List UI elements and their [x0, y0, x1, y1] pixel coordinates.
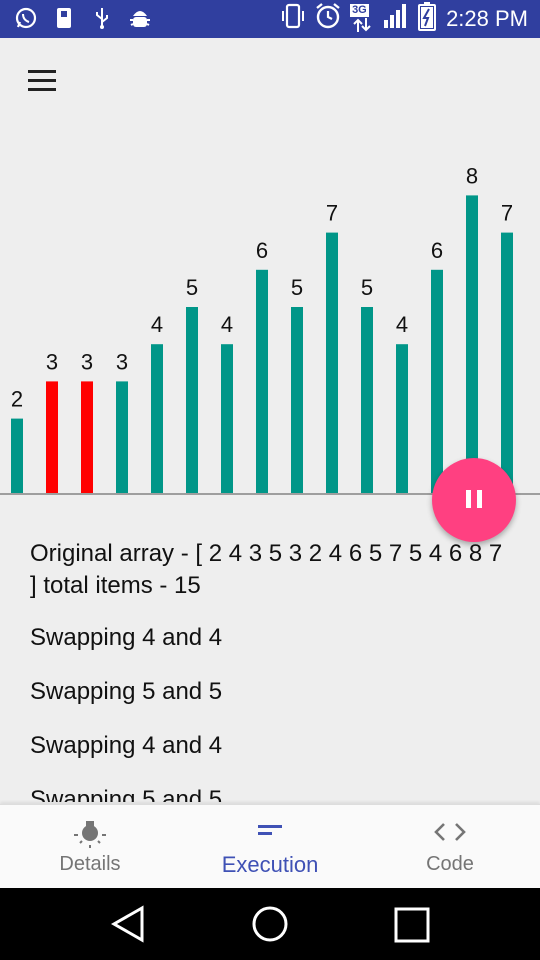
code-brackets-icon	[360, 819, 540, 847]
tab-details[interactable]: Details	[0, 805, 180, 889]
usb-icon	[90, 6, 114, 30]
pause-icon	[466, 490, 471, 508]
chart-bar	[396, 344, 408, 493]
vibrate-icon	[280, 2, 306, 36]
menu-line	[28, 79, 56, 82]
chart-bar	[326, 232, 338, 493]
tab-label: Execution	[221, 852, 319, 877]
menu-icon[interactable]	[20, 60, 62, 102]
pause-button[interactable]	[432, 458, 516, 542]
whatsapp-icon	[14, 6, 38, 30]
bar-value-label: 4	[221, 312, 233, 337]
log-line: Swapping 5 and 5	[30, 678, 223, 705]
bar-value-label: 3	[46, 349, 58, 374]
tab-label: Code	[426, 853, 474, 875]
execution-lines-icon	[180, 819, 360, 847]
tab-code[interactable]: Code	[360, 805, 540, 889]
original-array-text: Original array - [ 2 4 3 5 3 2 4 6 5 7 5…	[30, 540, 503, 599]
bottom-navigation: Details Execution Code	[0, 804, 540, 889]
tab-execution[interactable]: Execution	[180, 805, 360, 889]
chart-bar	[466, 195, 478, 493]
bar-value-label: 8	[466, 163, 478, 188]
recents-icon[interactable]	[392, 905, 432, 945]
bar-value-label: 3	[116, 349, 128, 374]
chart-bar	[221, 344, 233, 493]
android-debug-icon	[128, 6, 152, 30]
bar-value-label: 4	[396, 312, 408, 337]
clock: 2:28 PM	[446, 6, 528, 31]
log-line: Swapping 4 and 4	[30, 732, 223, 759]
bar-value-label: 6	[431, 238, 443, 263]
network-type: 3G	[350, 4, 369, 17]
signal-icon	[382, 2, 410, 36]
tab-label: Details	[59, 853, 121, 875]
chart-bar	[116, 381, 128, 493]
menu-line	[28, 88, 56, 91]
chart-bar	[431, 269, 443, 493]
notification-icons	[14, 6, 152, 30]
save-icon	[52, 6, 76, 30]
chart-bar	[501, 232, 513, 493]
execution-log: Original array - [ 2 4 3 5 3 2 4 6 5 7 5…	[30, 538, 510, 802]
bar-value-label: 2	[11, 387, 23, 412]
bar-value-label: 7	[501, 201, 513, 226]
bar-value-label: 3	[81, 349, 93, 374]
chart-bar	[361, 307, 373, 493]
system-navigation-bar	[0, 888, 540, 960]
chart-bar	[186, 307, 198, 493]
home-icon[interactable]	[250, 904, 290, 944]
bar-value-label: 6	[256, 238, 268, 263]
bar-value-label: 7	[326, 201, 338, 226]
log-line: Swapping 5 and 5	[30, 786, 223, 802]
status-bar: 3G 2:28 PM	[0, 0, 540, 38]
chart-bar	[151, 344, 163, 493]
lightbulb-icon	[0, 819, 180, 848]
bar-value-label: 5	[361, 275, 373, 300]
alarm-icon	[314, 2, 342, 36]
chart-bar	[46, 381, 58, 493]
log-line: Swapping 4 and 4	[30, 624, 223, 651]
back-icon[interactable]	[108, 904, 148, 944]
bar-value-label: 5	[186, 275, 198, 300]
chart-bar	[11, 418, 23, 493]
system-status: 3G 2:28 PM	[280, 0, 528, 38]
battery-charging-icon	[418, 1, 437, 37]
chart-bar	[291, 307, 303, 493]
data-arrows-icon: 3G	[350, 4, 374, 34]
chart-bar	[256, 269, 268, 493]
chart-bar	[81, 381, 93, 493]
bar-value-label: 5	[291, 275, 303, 300]
bar-value-label: 4	[151, 312, 163, 337]
menu-line	[28, 70, 56, 73]
chart-baseline	[0, 493, 540, 495]
pause-icon-bar	[477, 490, 482, 508]
